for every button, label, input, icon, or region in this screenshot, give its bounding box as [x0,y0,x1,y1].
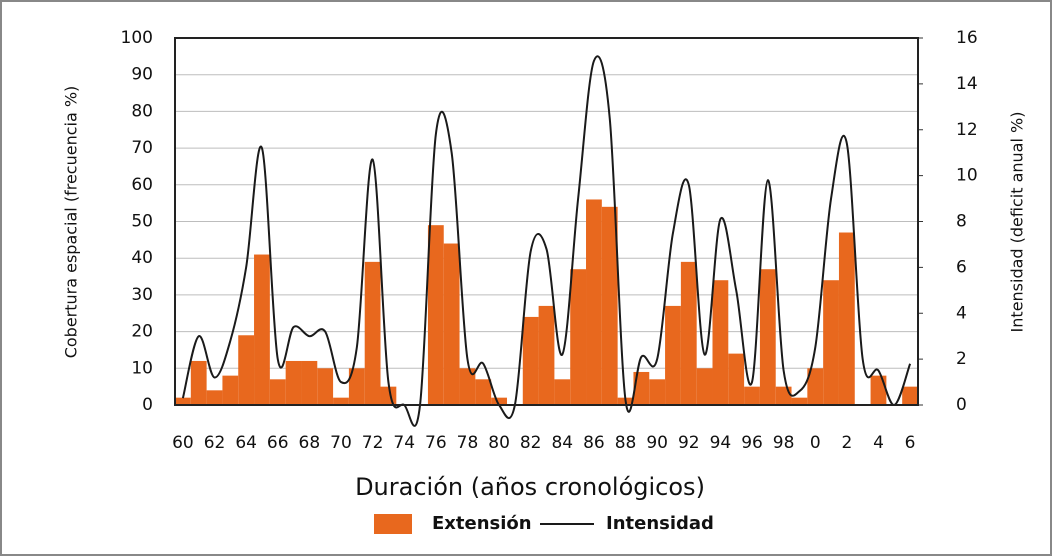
bar [364,261,381,405]
x-tick-label: 76 [425,433,447,453]
bar [206,390,223,405]
y-tick-label: 80 [131,101,153,121]
x-tick-label: 0 [810,433,821,453]
y2-tick-label: 2 [956,349,967,369]
bar [190,360,207,405]
plot-frame [174,37,919,406]
x-tick-label: 94 [710,433,732,453]
x-tick-label: 74 [393,433,415,453]
x-tick-label: 86 [583,433,605,453]
bar [475,379,492,405]
bar [222,375,239,405]
y2-tick-label: 12 [956,120,978,140]
bar [554,379,571,405]
bar [333,397,349,405]
x-tick-label: 82 [520,433,542,453]
x-tick-label: 72 [362,433,384,453]
y2-tick-label: 8 [956,212,967,232]
y-tick-label: 20 [131,322,153,342]
bar [807,368,824,405]
bar [175,397,191,405]
bar [665,305,681,405]
legend-swatch [374,514,412,534]
y-axis-title: Cobertura espacial (frecuencia %) [62,86,81,359]
y-tick-label: 40 [131,248,153,268]
bar [633,371,650,405]
bar [601,206,618,405]
bar [680,261,697,405]
bar [380,386,397,405]
bar [317,368,334,405]
y-tick-label: 90 [131,65,153,85]
x-tick-label: 60 [172,433,194,453]
bar [491,397,507,405]
y2-tick-label: 16 [956,28,978,48]
x-tick-label: 62 [204,433,226,453]
x-tick-label: 90 [646,433,668,453]
bar [728,353,745,405]
y-tick-label: 10 [131,358,153,378]
bar [902,386,918,405]
bar [443,243,460,405]
bar [570,269,587,405]
bar [238,335,255,405]
bar [427,225,444,405]
bar [301,360,318,405]
x-tick-label: 88 [615,433,637,453]
bar [775,386,792,405]
x-tick-label: 64 [235,433,257,453]
y2-tick-label: 4 [956,303,967,323]
bar [459,368,476,405]
y-tick-label: 100 [121,28,153,48]
legend-label: Intensidad [606,513,714,534]
x-tick-label: 2 [841,433,852,453]
bar [870,375,887,405]
x-tick-label: 78 [457,433,479,453]
y2-tick-label: 14 [956,74,978,94]
y-tick-label: 0 [142,395,153,415]
x-tick-label: 84 [551,433,573,453]
y2-axis-title: Intensidad (deficit anual %) [1008,112,1027,333]
bar [823,280,839,405]
bar [538,305,555,405]
y2-tick-label: 0 [956,395,967,415]
y-tick-label: 60 [131,175,153,195]
x-tick-label: 68 [299,433,321,453]
bar [744,386,760,405]
bar [285,360,302,405]
y2-tick-label: 10 [956,166,978,186]
x-tick-label: 70 [330,433,352,453]
bar [522,316,539,405]
bar [348,368,365,405]
x-tick-label: 96 [741,433,763,453]
bar [269,379,286,405]
y-tick-label: 50 [131,212,153,232]
bar [712,280,729,405]
x-axis-title: Duración (años cronológicos) [355,473,705,501]
bar [254,254,270,405]
x-tick-label: 98 [773,433,795,453]
bar [586,199,602,405]
y-tick-label: 70 [131,138,153,158]
y2-tick-label: 6 [956,257,967,277]
x-tick-label: 66 [267,433,289,453]
line [181,55,912,427]
bar [791,397,808,405]
bar [838,232,855,405]
x-tick-label: 6 [905,433,916,453]
bar [649,379,666,405]
y-tick-label: 30 [131,285,153,305]
bar [759,269,776,405]
bar [696,368,713,405]
x-tick-label: 92 [678,433,700,453]
legend-label: Extensión [432,513,532,534]
x-tick-label: 4 [873,433,884,453]
x-tick-label: 80 [488,433,510,453]
